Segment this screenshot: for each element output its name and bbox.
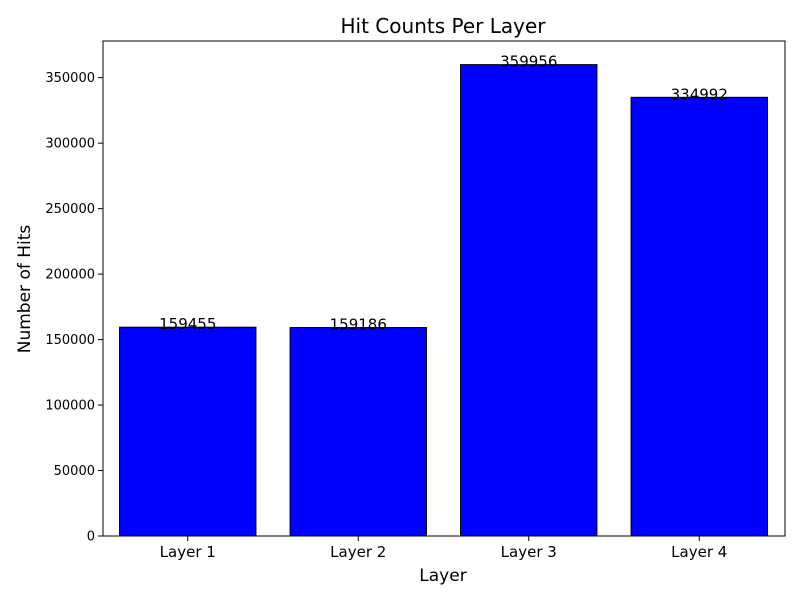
x-tick-label: Layer 1 xyxy=(160,543,216,561)
y-tick-label: 250000 xyxy=(45,202,95,217)
data-label: 159455 xyxy=(159,315,216,333)
bar xyxy=(289,327,427,537)
axes-frame xyxy=(102,40,786,537)
data-label: 334992 xyxy=(671,85,728,103)
x-axis-label: Layer xyxy=(419,566,466,586)
y-tick-label: 200000 xyxy=(45,268,95,283)
y-tick-label: 150000 xyxy=(45,333,95,348)
x-tick-label: Layer 4 xyxy=(671,543,727,561)
plot-area: 159455 Layer 1 159186 Layer 2 359956 Layer 3 3… xyxy=(45,40,786,561)
x-tick-label: Layer 2 xyxy=(330,543,386,561)
data-label: 159186 xyxy=(330,316,387,334)
y-tick-label: 50000 xyxy=(54,464,95,479)
bar xyxy=(460,64,598,537)
y-tick-label: 350000 xyxy=(45,71,95,86)
bar xyxy=(119,326,257,537)
y-axis-label: Number of Hits xyxy=(15,225,35,354)
y-tick-label: 100000 xyxy=(45,399,95,414)
bar xyxy=(630,96,768,537)
x-tick-label: Layer 3 xyxy=(501,543,557,561)
y-tick-label: 300000 xyxy=(45,137,95,152)
y-tick-label: 0 xyxy=(87,530,95,545)
chart-title: Hit Counts Per Layer xyxy=(341,14,547,38)
data-label: 359956 xyxy=(500,53,557,71)
